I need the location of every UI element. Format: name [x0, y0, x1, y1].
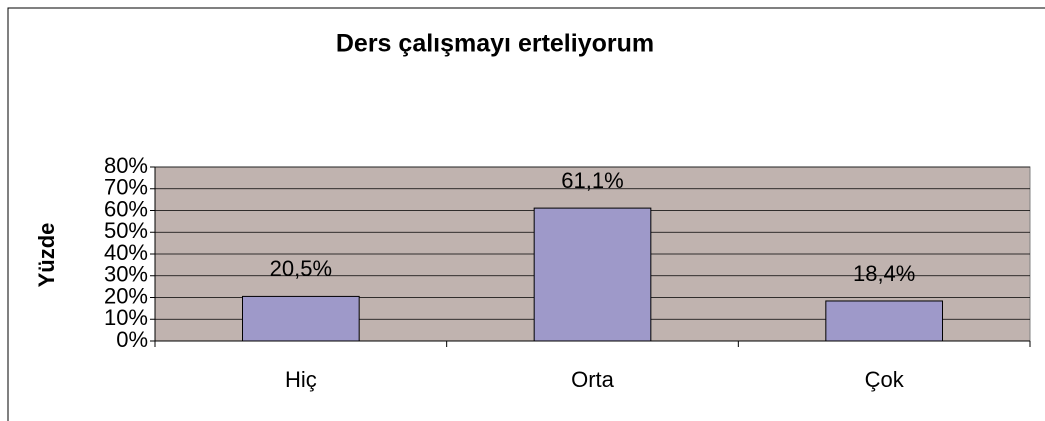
x-tick-label: Çok	[865, 367, 905, 392]
y-tick-label: 50%	[104, 218, 148, 243]
data-label: 61,1%	[561, 168, 623, 193]
bar	[825, 300, 943, 342]
data-label: 20,5%	[270, 256, 332, 281]
y-tick-label: 0%	[116, 327, 148, 352]
bar	[242, 295, 360, 342]
y-axis-label: Yüzde	[34, 223, 59, 288]
x-tick-label: Orta	[571, 367, 615, 392]
y-tick-label: 20%	[104, 283, 148, 308]
y-tick-label: 60%	[104, 196, 148, 221]
y-tick-label: 70%	[104, 175, 148, 200]
bar	[533, 207, 652, 342]
y-tick-label: 80%	[104, 153, 148, 178]
data-label: 18,4%	[853, 261, 915, 286]
x-tick-label: Hiç	[285, 367, 317, 392]
y-tick-label: 30%	[104, 262, 148, 287]
y-tick-label: 40%	[104, 240, 148, 265]
chart-title: Ders çalışmayı erteliyorum	[336, 30, 654, 58]
y-tick-label: 10%	[104, 305, 148, 330]
